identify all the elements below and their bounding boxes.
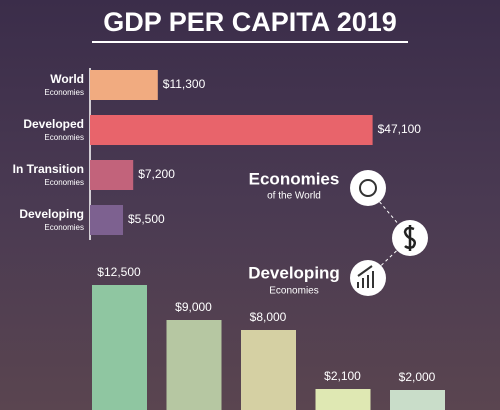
bar: [166, 320, 222, 410]
bar: [90, 70, 158, 100]
category-sublabel: Economies: [44, 223, 84, 232]
category-sublabel: Economies: [44, 178, 84, 187]
value-label: $5,500: [128, 212, 165, 226]
icon-world: [350, 170, 386, 206]
bar: [90, 160, 134, 190]
bar: [241, 330, 296, 410]
value-label: $7,200: [138, 167, 175, 181]
chart-title: GDP PER CAPITA 2019: [103, 7, 397, 37]
icon-glyph: [403, 225, 416, 251]
value-label: $2,000: [399, 370, 436, 384]
bar: [92, 285, 147, 410]
category-label: Developed: [23, 117, 84, 131]
icon-glyph: [357, 265, 374, 288]
bar: [90, 115, 373, 145]
category-label: In Transition: [13, 162, 84, 176]
value-label: $12,500: [97, 265, 141, 279]
bar: [90, 205, 123, 235]
annotation-title: Developing: [248, 263, 340, 282]
annotation-title: Economies: [249, 169, 340, 188]
bar: [390, 390, 445, 410]
icon-glyph: [359, 179, 377, 197]
category-sublabel: Economies: [44, 88, 84, 97]
value-label: $2,100: [324, 369, 361, 383]
annotation-subtitle: Economies: [269, 286, 318, 297]
category-label: Developing: [19, 207, 84, 221]
value-label: $47,100: [378, 122, 422, 136]
category-label: World: [50, 72, 84, 86]
annotation-subtitle: of the World: [267, 191, 321, 202]
connector: [367, 187, 411, 279]
value-label: $8,000: [250, 310, 287, 324]
value-label: $9,000: [175, 300, 212, 314]
bar: [315, 389, 371, 410]
value-label: $11,300: [163, 77, 206, 91]
category-sublabel: Economies: [44, 133, 84, 142]
